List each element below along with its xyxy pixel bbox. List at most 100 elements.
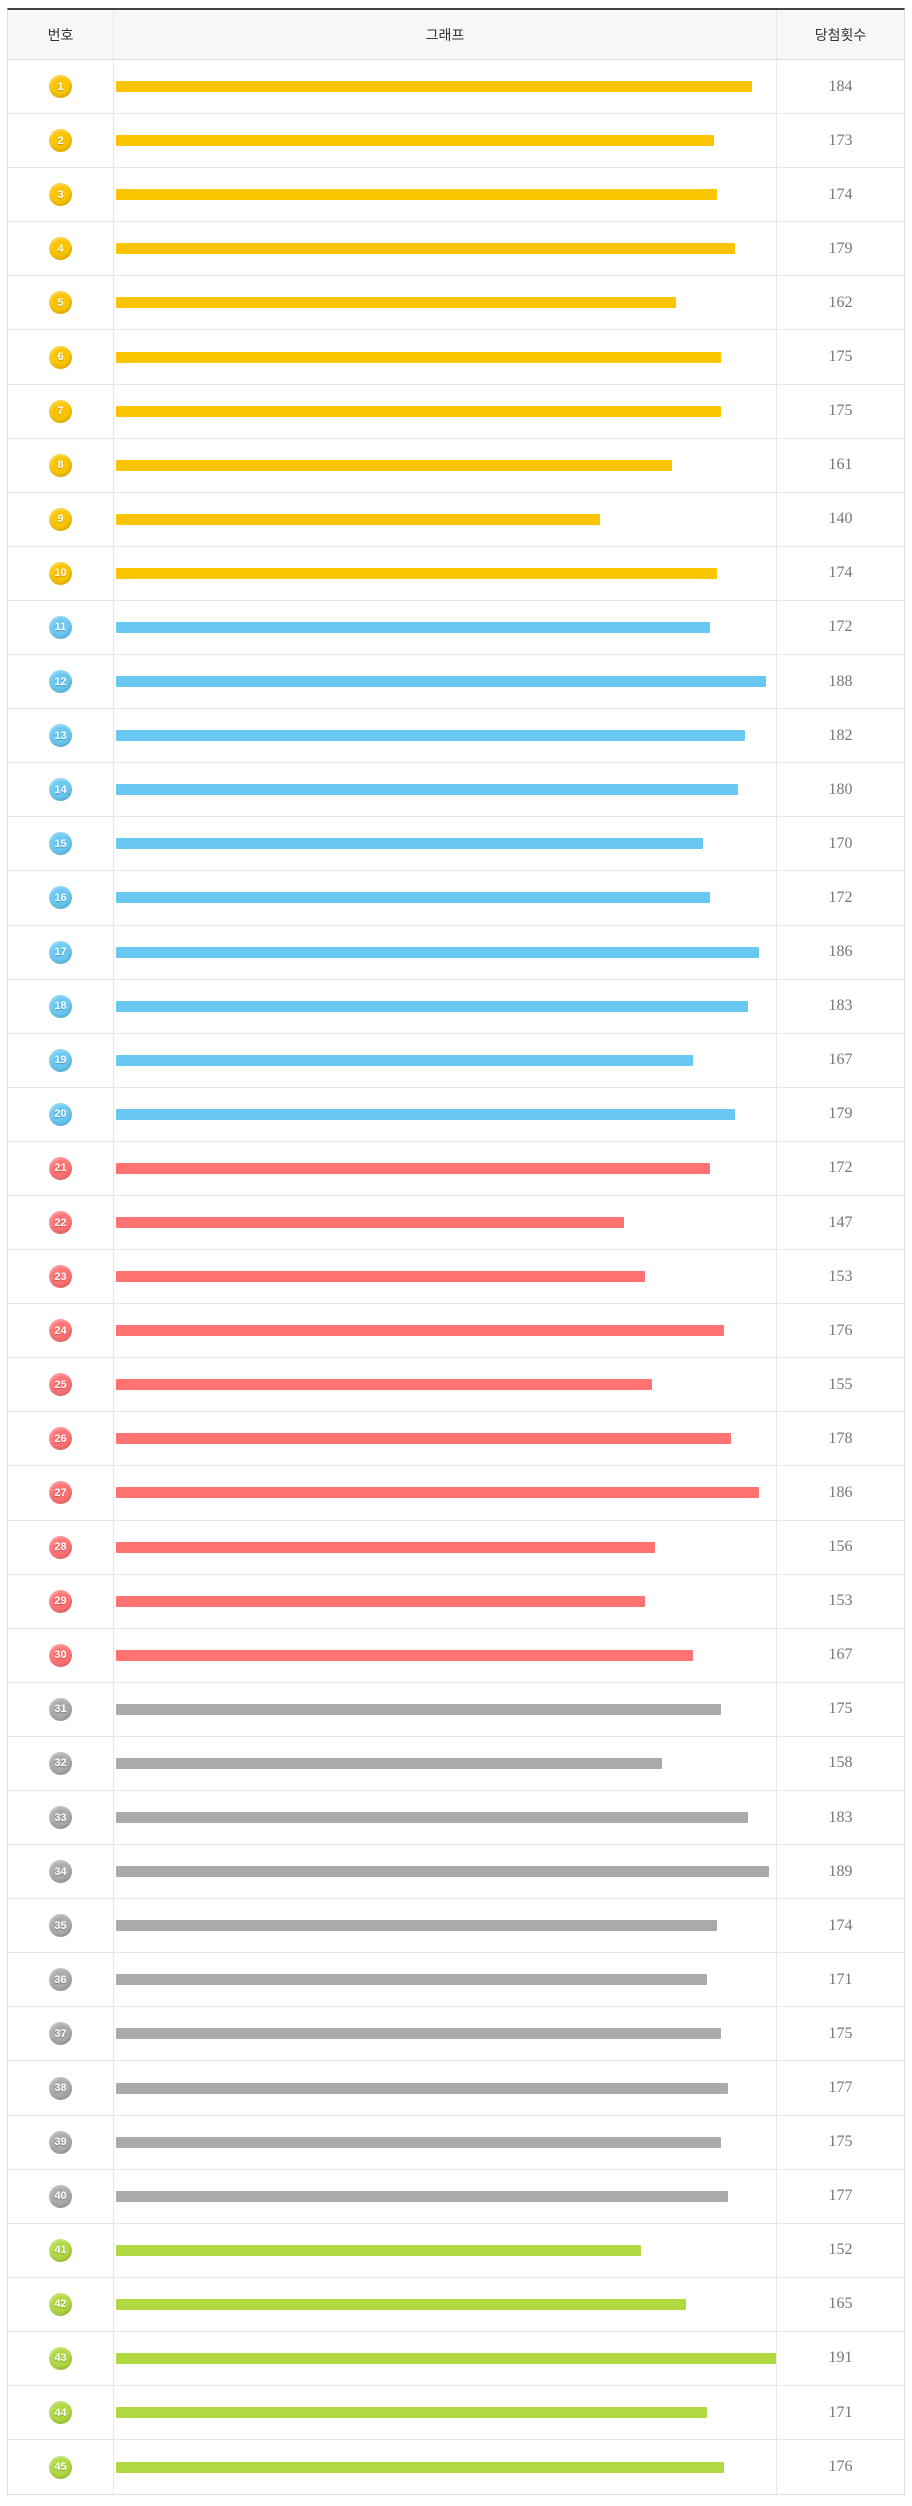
table-row: 21 172 xyxy=(8,1141,904,1196)
number-cell: 9 xyxy=(8,492,114,546)
number-cell: 32 xyxy=(8,1736,114,1790)
ball-number: 34 xyxy=(54,1865,67,1878)
ball-number: 3 xyxy=(57,188,64,201)
lotto-ball: 24 xyxy=(49,1319,72,1343)
lotto-ball: 16 xyxy=(49,886,72,910)
ball-number: 23 xyxy=(54,1270,67,1283)
number-cell: 29 xyxy=(8,1574,114,1628)
table-row: 12 188 xyxy=(8,655,904,710)
table-row: 16 172 xyxy=(8,871,904,926)
count-cell: 140 xyxy=(777,493,904,546)
ball-number: 39 xyxy=(54,2136,67,2149)
win-count-value: 140 xyxy=(828,510,853,528)
lotto-ball: 1 xyxy=(49,75,72,99)
count-cell: 158 xyxy=(777,1737,904,1790)
ball-number: 43 xyxy=(54,2352,67,2365)
count-cell: 179 xyxy=(777,222,904,275)
graph-cell xyxy=(114,655,777,709)
ball-number: 9 xyxy=(57,513,64,526)
lotto-ball: 37 xyxy=(49,2022,72,2046)
win-count-value: 179 xyxy=(828,239,853,257)
lotto-ball: 14 xyxy=(49,778,72,802)
win-count-bar xyxy=(116,351,721,363)
column-header-count: 당첨횟수 xyxy=(814,26,867,43)
graph-cell xyxy=(114,2223,777,2277)
win-count-bar xyxy=(116,2190,728,2202)
graph-cell xyxy=(114,1358,777,1412)
number-cell: 18 xyxy=(8,979,114,1033)
ball-number: 32 xyxy=(54,1757,67,1770)
table-row: 24 176 xyxy=(8,1304,904,1359)
ball-number: 21 xyxy=(54,1162,67,1175)
lotto-ball: 33 xyxy=(49,1806,72,1830)
graph-cell xyxy=(114,222,777,276)
ball-number: 5 xyxy=(57,296,64,309)
graph-cell xyxy=(114,384,777,438)
ball-number: 19 xyxy=(54,1054,67,1067)
lotto-ball: 20 xyxy=(49,1102,72,1126)
win-count-bar xyxy=(116,1757,662,1769)
lotto-ball: 11 xyxy=(49,615,72,639)
graph-cell xyxy=(114,1033,777,1087)
lotto-ball: 40 xyxy=(49,2184,72,2208)
count-cell: 167 xyxy=(777,1629,904,1682)
table-row: 15 170 xyxy=(8,817,904,872)
win-count-bar xyxy=(116,1812,748,1824)
table-row: 39 175 xyxy=(8,2115,904,2170)
lotto-ball: 23 xyxy=(49,1265,72,1289)
graph-cell xyxy=(114,2386,777,2440)
graph-cell xyxy=(114,2061,777,2115)
table-row: 1 184 xyxy=(8,60,904,115)
win-count-bar xyxy=(116,2352,776,2364)
table-row: 25 155 xyxy=(8,1358,904,1413)
count-cell: 177 xyxy=(777,2170,904,2223)
number-cell: 27 xyxy=(8,1466,114,1520)
ball-number: 35 xyxy=(54,1919,67,1932)
table-row: 42 165 xyxy=(8,2277,904,2332)
win-count-bar xyxy=(116,2461,724,2473)
number-cell: 38 xyxy=(8,2061,114,2115)
lotto-ball: 12 xyxy=(49,670,72,694)
count-cell: 175 xyxy=(777,330,904,383)
table-row: 40 177 xyxy=(8,2169,904,2224)
ball-number: 14 xyxy=(54,783,67,796)
number-cell: 26 xyxy=(8,1412,114,1466)
win-count-value: 179 xyxy=(828,1105,853,1123)
win-count-bar xyxy=(116,297,676,309)
win-count-bar xyxy=(116,1974,707,1986)
number-cell: 14 xyxy=(8,763,114,817)
table-row: 45 176 xyxy=(8,2440,904,2495)
table-row: 36 171 xyxy=(8,1953,904,2008)
ball-number: 29 xyxy=(54,1595,67,1608)
table-row: 41 152 xyxy=(8,2223,904,2278)
ball-number: 41 xyxy=(54,2244,67,2257)
win-count-value: 171 xyxy=(828,2403,853,2421)
win-count-bar xyxy=(116,2244,641,2256)
count-cell: 162 xyxy=(777,276,904,329)
ball-number: 42 xyxy=(54,2298,67,2311)
table-row: 26 178 xyxy=(8,1412,904,1467)
win-count-bar xyxy=(116,1054,693,1066)
lotto-ball: 32 xyxy=(49,1751,72,1775)
number-cell: 13 xyxy=(8,709,114,763)
win-count-value: 174 xyxy=(828,564,853,582)
count-cell: 180 xyxy=(777,763,904,816)
win-count-value: 172 xyxy=(828,888,853,906)
win-count-bar xyxy=(116,946,759,958)
win-count-value: 153 xyxy=(828,1267,853,1285)
count-cell: 156 xyxy=(777,1521,904,1574)
table-row: 29 153 xyxy=(8,1574,904,1629)
win-count-bar xyxy=(116,1325,724,1337)
ball-number: 20 xyxy=(54,1108,67,1121)
ball-number: 26 xyxy=(54,1432,67,1445)
lotto-ball: 10 xyxy=(49,561,72,585)
table-row: 27 186 xyxy=(8,1466,904,1521)
graph-cell xyxy=(114,2331,777,2386)
ball-number: 15 xyxy=(54,837,67,850)
number-cell: 1 xyxy=(8,60,114,114)
graph-cell xyxy=(114,1899,777,1953)
count-cell: 175 xyxy=(777,2007,904,2060)
win-count-bar xyxy=(116,1433,731,1445)
win-count-bar xyxy=(116,1703,721,1715)
